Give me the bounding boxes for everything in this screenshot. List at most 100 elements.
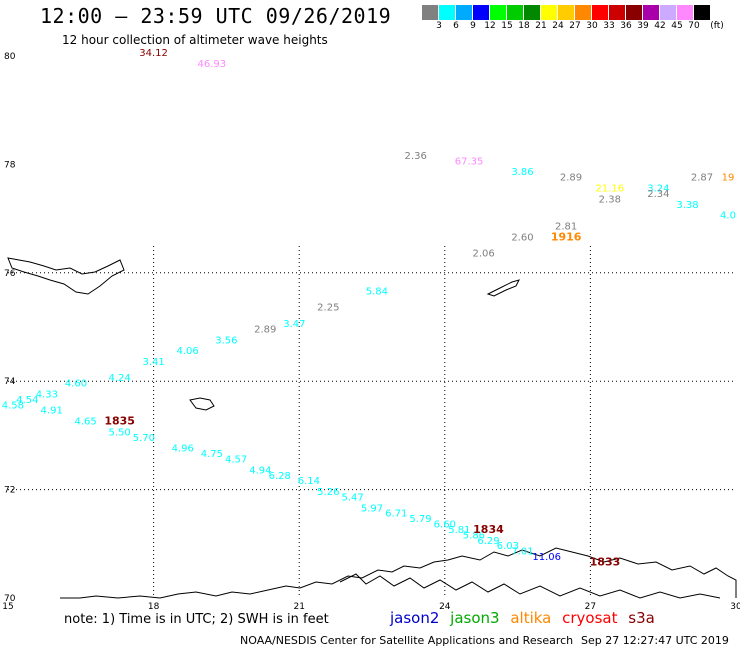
wave-height-value: 4.94 (249, 465, 271, 476)
mission-legend-item: jason3 (450, 609, 505, 627)
color-scale-swatch (490, 5, 507, 20)
color-scale-swatch (626, 5, 643, 20)
wave-height-value: 7.01 (511, 547, 533, 558)
map-title: 12:00 – 23:59 UTC 09/26/2019 (40, 4, 392, 28)
wave-height-value: 2.89 (254, 324, 276, 335)
svalbard-coast (7, 257, 125, 295)
wave-height-value: 34.12 (139, 48, 168, 59)
color-scale-swatch (575, 5, 592, 20)
color-scale-tick-label: 3 (436, 21, 442, 31)
latitude-tick-label: 76 (4, 269, 16, 279)
color-scale-tick-label: 36 (620, 21, 632, 31)
wave-height-value: 4.24 (108, 373, 130, 384)
color-scale-swatch (541, 5, 558, 20)
longitude-tick-label: 24 (439, 602, 451, 612)
longitude-tick-label: 30 (730, 602, 740, 612)
longitude-tick-label: 18 (148, 602, 160, 612)
color-scale-swatch (677, 5, 694, 20)
color-scale-tick-label: 33 (603, 21, 615, 31)
wave-height-value: 3.47 (283, 319, 305, 330)
wave-height-value: 3.56 (215, 335, 237, 346)
color-scale-tick-label: 42 (654, 21, 666, 31)
wave-height-value: 6.28 (269, 471, 291, 482)
wave-height-value: 5.86 (463, 530, 485, 541)
longitude-tick-label: 21 (293, 602, 304, 612)
color-scale-swatch (439, 5, 456, 20)
color-scale-tick-label: 18 (518, 21, 530, 31)
wave-height-value: 4.75 (201, 449, 223, 460)
wave-height-value: 3.38 (676, 200, 698, 211)
color-scale-tick-label: 39 (637, 21, 649, 31)
wave-height-value: 4.54 (16, 395, 38, 406)
wave-height-value: 4.0 (720, 211, 736, 222)
norway-coast-detail (339, 573, 721, 599)
wave-height-value: 2.89 (560, 173, 582, 184)
color-scale-swatch (694, 5, 711, 20)
wave-height-value: 4.06 (176, 346, 198, 357)
island-kong-karls-coast (486, 279, 520, 297)
wave-height-value: 2.36 (405, 151, 427, 162)
wave-height-value: 4.65 (75, 417, 97, 428)
wave-height-value: 5.81 (448, 525, 470, 536)
color-scale-tick-label: 24 (552, 21, 564, 31)
wave-height-value: 4.91 (41, 406, 63, 417)
wave-height-value: 11.06 (532, 552, 561, 563)
wave-height-value: 5.97 (361, 503, 383, 514)
latitude-tick-label: 70 (4, 594, 16, 604)
wave-height-value: 4.60 (65, 379, 87, 390)
norway-coast (60, 547, 737, 599)
wave-height-value: 67.35 (455, 156, 484, 167)
map-subtitle: 12 hour collection of altimeter wave hei… (62, 33, 328, 47)
color-scale-swatch (592, 5, 609, 20)
color-scale-tick-label: 9 (470, 21, 476, 31)
credit-text: NOAA/NESDIS Center for Satellite Applica… (240, 634, 574, 647)
wave-height-value: 2.34 (647, 189, 669, 200)
wave-height-value: 2.38 (599, 194, 621, 205)
longitude-tick-label: 15 (2, 602, 13, 612)
mission-legend-item: altika (510, 609, 557, 627)
legend-row: note: 1) Time is in UTC; 2) SWH is in fe… (64, 612, 329, 627)
color-scale-tick-label: 15 (501, 21, 513, 31)
wave-height-value: 2.25 (317, 303, 339, 314)
color-scale-tick-label: 30 (586, 21, 598, 31)
wave-height-value: 4.57 (225, 455, 247, 466)
wave-height-value: 46.93 (198, 59, 227, 70)
color-scale-tick-label: 70 (688, 21, 700, 31)
longitude-tick-label: 27 (585, 602, 596, 612)
legend-note: note: 1) Time is in UTC; 2) SWH is in fe… (64, 612, 329, 627)
wave-height-value: 5.50 (108, 427, 130, 438)
coastline (7, 257, 737, 599)
pass-time-label: 1835 (104, 415, 135, 428)
island-bjornoya-coast (189, 397, 215, 411)
color-scale-swatch (456, 5, 473, 20)
wave-height-value: 6.71 (385, 509, 407, 520)
wave-height-value: 2.06 (472, 249, 494, 260)
wave-height-value: 6.14 (298, 476, 320, 487)
pass-time-label: 1834 (473, 523, 504, 536)
color-scale-tick-label: 21 (535, 21, 547, 31)
color-scale-swatch (473, 5, 490, 20)
color-scale-swatch (609, 5, 626, 20)
color-scale-swatch (507, 5, 524, 20)
wave-height-value: 2.60 (511, 232, 533, 243)
mission-legend-item: jason2 (390, 609, 445, 627)
wave-height-value: 5.26 (317, 487, 339, 498)
mission-legend-item: cryosat (562, 609, 623, 627)
mission-legend: jason2 jason3 altika cryosat s3a (390, 609, 661, 627)
axis-ticks: 15 18 21 24 27 30 80 78 76 74 72 70 (2, 52, 740, 612)
color-scale-swatch (558, 5, 575, 20)
latitude-tick-label: 80 (4, 52, 16, 62)
wave-height-value: 4.58 (2, 400, 24, 411)
color-scale-bar (422, 5, 711, 20)
color-scale-swatch (524, 5, 541, 20)
latitude-tick-label: 72 (4, 486, 15, 496)
wave-height-value: 19 (722, 173, 735, 184)
color-scale-unit: (ft) (710, 21, 724, 31)
graticule (8, 246, 736, 598)
wave-height-value: 21.16 (595, 184, 624, 195)
wave-height-value: 5.47 (341, 492, 363, 503)
wave-height-value: 3.24 (647, 184, 669, 195)
wave-height-value: 5.84 (366, 286, 388, 297)
